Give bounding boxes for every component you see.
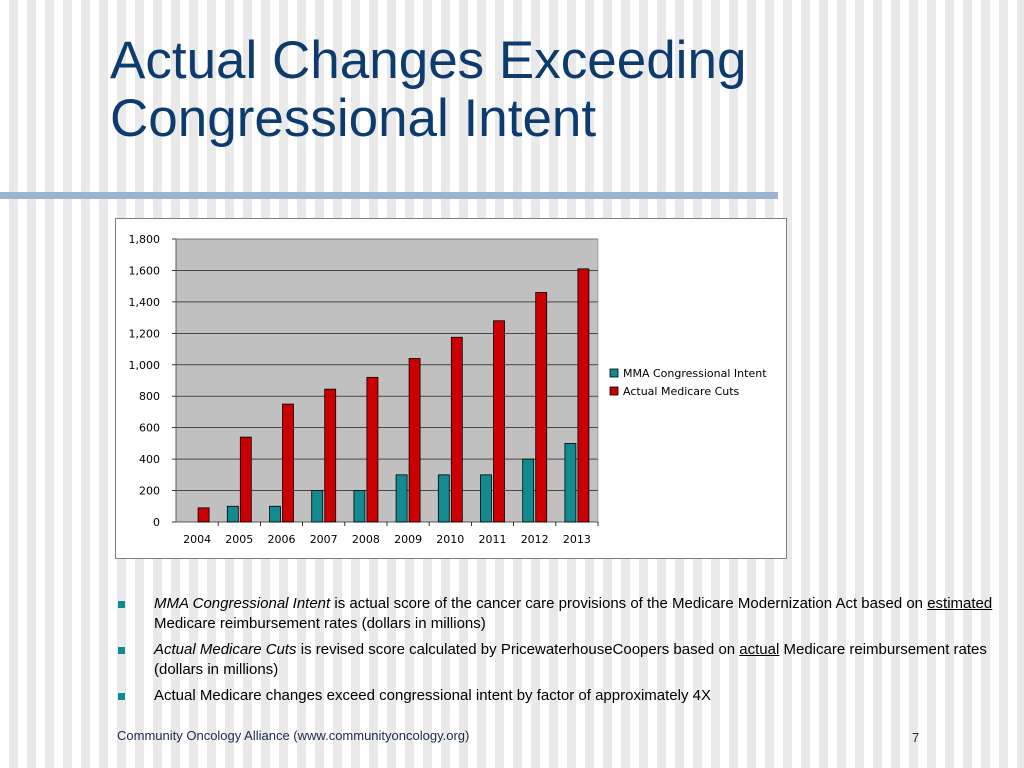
x-tick-label: 2012 xyxy=(521,533,549,546)
y-tick-label: 1,800 xyxy=(129,233,161,246)
bar-intent xyxy=(564,442,577,523)
bar-actual xyxy=(493,320,505,523)
chart-container: 0 200 400 600 800 1,000 1,200 1,400 1,600 1,800 20… xyxy=(115,218,787,559)
bar-actual xyxy=(408,358,421,523)
bar-intent xyxy=(311,490,324,523)
bar-actual xyxy=(577,268,590,523)
x-tick-label: 2004 xyxy=(183,533,211,546)
bar-intent xyxy=(480,474,492,523)
square-bullet-icon xyxy=(118,693,125,700)
y-tick-label: 1,400 xyxy=(129,296,161,309)
square-bullet-icon xyxy=(118,647,125,654)
bar-intent xyxy=(522,458,535,523)
plot-area xyxy=(176,239,598,522)
bar-actual xyxy=(450,336,463,523)
bar-intent xyxy=(437,474,450,523)
bullet-item-intent: MMA Congressional Intent is actual score… xyxy=(118,594,1008,634)
x-tick-label: 2006 xyxy=(268,533,296,546)
y-tick-label: 1,000 xyxy=(129,359,161,372)
bullet-underlined-word: actual xyxy=(739,641,780,658)
x-tick-label: 2009 xyxy=(394,533,422,546)
slide-title: Actual Changes Exceeding Congressional I… xyxy=(110,32,746,148)
bullet-text: is revised score calculated by Pricewate… xyxy=(296,641,740,658)
bullet-list: MMA Congressional Intent is actual score… xyxy=(118,594,1008,712)
y-tick-label: 800 xyxy=(139,390,160,403)
legend-swatch xyxy=(609,368,619,378)
y-tick-label: 200 xyxy=(139,485,160,498)
bar-intent xyxy=(269,505,281,523)
bar-intent xyxy=(226,505,239,523)
bullet-underlined-word: estimated xyxy=(927,595,993,612)
legend-label: Actual Medicare Cuts xyxy=(623,385,740,398)
bullet-item-factor: Actual Medicare changes exceed congressi… xyxy=(118,686,1008,706)
y-tick-label: 1,200 xyxy=(129,327,161,340)
bar-actual xyxy=(239,436,252,523)
bar-actual xyxy=(366,376,379,523)
bar-chart: 0 200 400 600 800 1,000 1,200 1,400 1,600 1,800 20… xyxy=(129,233,768,546)
bar-intent xyxy=(395,474,408,523)
bar-intent xyxy=(353,490,366,523)
bullet-text: Medicare reimbursement rates (dollars in… xyxy=(154,641,987,678)
x-tick-label: 2005 xyxy=(225,533,253,546)
y-tick-label: 600 xyxy=(139,422,160,435)
x-tick-label: 2011 xyxy=(479,533,507,546)
x-tick-label: 2010 xyxy=(436,533,464,546)
bullet-term: Actual Medicare Cuts xyxy=(154,641,297,658)
x-tick-label: 2008 xyxy=(352,533,380,546)
page-number: 7 xyxy=(912,730,920,745)
footer-source: Community Oncology Alliance (www.communi… xyxy=(117,728,470,743)
bullet-text: Medicare reimbursement rates (dollars in… xyxy=(154,615,486,632)
square-bullet-icon xyxy=(118,601,125,608)
bar-actual xyxy=(197,507,210,523)
legend-swatch xyxy=(609,386,619,396)
bar-actual xyxy=(282,403,294,523)
bar-actual xyxy=(535,292,548,523)
y-tick-label: 1,600 xyxy=(129,264,161,277)
title-line-1: Actual Changes Exceeding xyxy=(110,31,747,90)
title-line-2: Congressional Intent xyxy=(110,89,597,148)
legend-label: MMA Congressional Intent xyxy=(623,367,767,380)
y-tick-label: 0 xyxy=(153,516,160,529)
bullet-text: Actual Medicare changes exceed congressi… xyxy=(154,687,711,704)
title-divider xyxy=(0,192,778,199)
y-tick-label: 400 xyxy=(139,453,160,466)
x-tick-label: 2013 xyxy=(563,533,591,546)
bullet-text: is actual score of the cancer care provi… xyxy=(330,595,928,612)
bar-actual xyxy=(324,388,337,523)
bullet-item-actual: Actual Medicare Cuts is revised score ca… xyxy=(118,640,1008,680)
x-tick-label: 2007 xyxy=(310,533,338,546)
bullet-term: MMA Congressional Intent xyxy=(154,595,331,612)
